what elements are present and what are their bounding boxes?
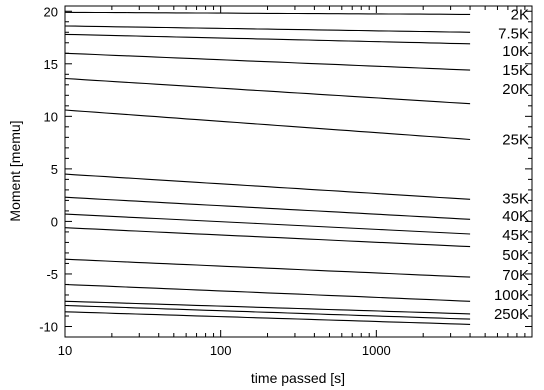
series-line-100k [64, 300, 471, 315]
y-tick-label: 20 [44, 4, 58, 19]
series-label-25k: 25K [502, 131, 529, 148]
y-tick-label: -10 [39, 319, 58, 334]
series-label-2k: 2K [511, 6, 529, 23]
y-tick-label: 10 [44, 109, 58, 124]
plot-frame [64, 5, 533, 338]
series-label-45k: 45K [502, 227, 529, 244]
series-label-40k: 40K [502, 208, 529, 225]
series-line-20k [64, 109, 471, 141]
series-line-25k [64, 173, 471, 200]
series-label-20k: 20K [502, 81, 529, 98]
series-line-45k [64, 227, 471, 248]
y-tick-label: 0 [51, 214, 58, 229]
series-line-7-5k [64, 25, 471, 33]
series-line-unlabeled-2 [64, 33, 471, 45]
series-label-15k: 15K [502, 62, 529, 79]
x-tick-label: 100 [210, 343, 232, 358]
series-label-250k: 250K [494, 306, 529, 323]
series-line-2k [64, 11, 471, 15]
series-layer [64, 11, 471, 325]
series-line-35k [64, 196, 471, 220]
series-line-40k [64, 213, 471, 235]
x-axis-title: time passed [s] [251, 370, 345, 386]
series-line-15k [64, 77, 471, 105]
y-tick-label: -5 [46, 267, 58, 282]
series-line-50k [64, 258, 471, 278]
series-label-35k: 35K [502, 190, 529, 207]
y-axis-title: Moment [memu] [7, 120, 23, 221]
series-label-7-5k: 7.5K [498, 25, 529, 42]
series-label-10k: 10K [502, 43, 529, 60]
y-tick-label: 5 [51, 162, 58, 177]
x-tick-label: 10 [58, 343, 72, 358]
series-label-70k: 70K [502, 267, 529, 284]
x-tick-label: 1000 [362, 343, 391, 358]
series-line-250k [64, 311, 471, 325]
series-label-50k: 50K [502, 247, 529, 264]
series-line-10k [64, 52, 471, 71]
series-line-70k [64, 283, 471, 302]
series-line-unlabeled-13 [64, 304, 471, 320]
y-tick-label: 15 [44, 57, 58, 72]
series-label-100k: 100K [494, 287, 529, 304]
ticks-layer: 10 100 1000 -10 -5 0 5 10 15 20 [39, 4, 532, 358]
